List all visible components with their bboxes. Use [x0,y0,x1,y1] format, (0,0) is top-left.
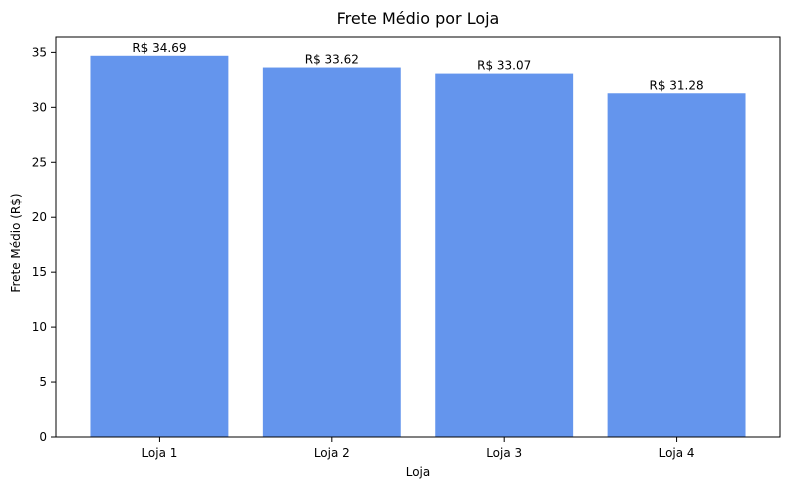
bars-group [90,55,746,438]
y-tick-label: 35 [32,45,47,59]
y-tick-label: 5 [39,375,47,389]
y-tick-label: 15 [32,265,47,279]
x-axis-label: Loja [406,465,431,479]
bar-value-label-4: R$ 31.28 [650,78,704,92]
plot-frame [55,36,781,438]
y-axis-label: Frete Médio (R$) [9,193,23,292]
y-tick-label: 10 [32,320,47,334]
x-tick-label: Loja 2 [314,446,350,460]
bar-value-label-3: R$ 33.07 [477,59,531,73]
bar-value-label-2: R$ 33.62 [305,53,359,67]
y-tick-label: 30 [32,100,47,114]
y-tick-label: 25 [32,155,47,169]
y-axis-ticks: 0 5 10 15 20 25 30 35 [32,45,56,444]
y-tick-label: 0 [39,430,47,444]
y-tick-label: 20 [32,210,47,224]
bar-value-labels: R$ 34.69 R$ 33.62 R$ 33.07 R$ 31.28 [132,41,703,92]
bar-4 [607,93,746,437]
bar-2 [262,67,401,438]
x-tick-label: Loja 3 [486,446,522,460]
chart-title: Frete Médio por Loja [337,9,500,28]
bar-1 [90,55,229,438]
x-axis-ticks: Loja 1 Loja 2 Loja 3 Loja 4 [141,437,695,460]
bar-3 [435,73,574,437]
x-tick-label: Loja 1 [141,446,177,460]
x-tick-label: Loja 4 [659,446,695,460]
bar-value-label-1: R$ 34.69 [132,41,186,55]
